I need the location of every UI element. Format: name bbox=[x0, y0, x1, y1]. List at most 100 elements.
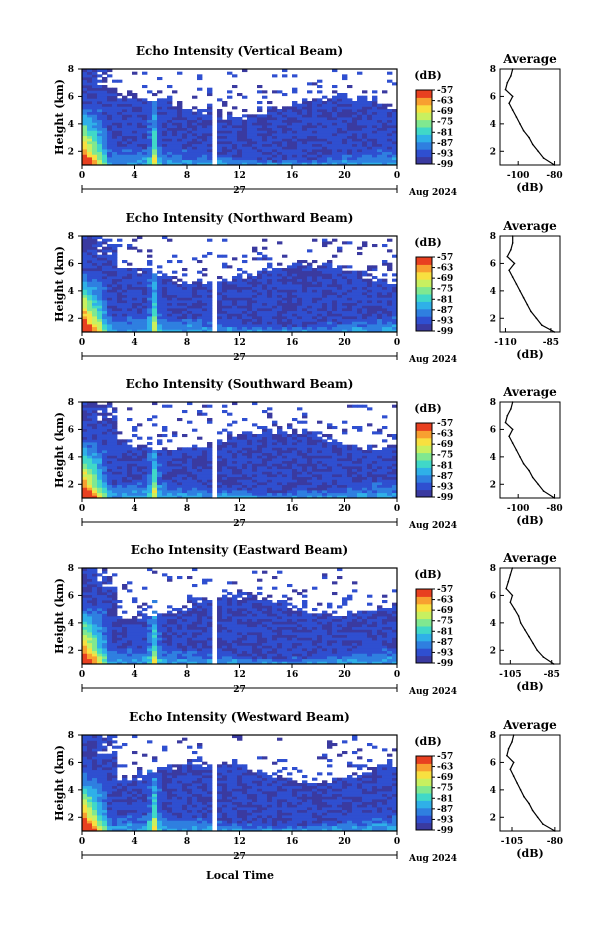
heatmap-cell bbox=[157, 492, 163, 496]
heatmap-cell bbox=[167, 324, 173, 328]
heatmap-cell bbox=[367, 329, 373, 333]
heatmap-cell bbox=[237, 471, 243, 475]
heatmap-cell bbox=[317, 329, 323, 333]
heatmap-cell bbox=[292, 74, 298, 78]
heatmap-cell bbox=[172, 474, 178, 478]
heatmap-cell bbox=[207, 455, 213, 459]
heatmap-cell bbox=[317, 151, 323, 155]
heatmap-cell bbox=[307, 329, 313, 333]
heatmap-cell bbox=[327, 447, 333, 451]
heatmap-cell bbox=[367, 482, 373, 486]
heatmap-cell bbox=[87, 410, 93, 414]
heatmap-cell bbox=[202, 305, 208, 309]
heatmap-cell bbox=[152, 109, 158, 113]
heatmap-cell bbox=[377, 324, 383, 328]
heatmap-cell bbox=[352, 479, 358, 483]
heatmap-cell bbox=[282, 270, 288, 274]
heatmap-cell bbox=[232, 122, 238, 126]
heatmap-cell bbox=[172, 316, 178, 320]
x-tick-label: 0 bbox=[394, 504, 400, 514]
x-tick-label: 16 bbox=[286, 338, 299, 348]
heatmap-cell bbox=[227, 455, 233, 459]
heatmap-cell bbox=[292, 106, 298, 110]
heatmap-cell bbox=[352, 490, 358, 494]
heatmap-cell bbox=[382, 305, 388, 309]
heatmap-cell bbox=[87, 428, 93, 432]
heatmap-cell bbox=[377, 455, 383, 459]
heatmap-cell bbox=[142, 458, 148, 462]
heatmap-cell bbox=[192, 159, 198, 163]
heatmap-cell bbox=[367, 111, 373, 115]
heatmap-cell bbox=[382, 157, 388, 161]
heatmap-cell bbox=[102, 249, 108, 253]
heatmap-cell bbox=[82, 436, 88, 440]
heatmap-cell bbox=[82, 658, 88, 662]
heatmap-cell bbox=[272, 276, 278, 280]
heatmap-cell bbox=[82, 581, 88, 585]
profile-point bbox=[537, 483, 539, 486]
heatmap-cell bbox=[337, 125, 343, 129]
heatmap-cell bbox=[187, 463, 193, 467]
heatmap-cell bbox=[232, 289, 238, 293]
heatmap-cell bbox=[167, 151, 173, 155]
heatmap-cell bbox=[87, 640, 93, 644]
heatmap-cell bbox=[167, 284, 173, 288]
heatmap-cell bbox=[347, 119, 353, 123]
heatmap-cell bbox=[287, 463, 293, 467]
heatmap-cell bbox=[192, 455, 198, 459]
heatmap-cell bbox=[97, 254, 103, 258]
heatmap-cell bbox=[87, 300, 93, 304]
heatmap-cell bbox=[367, 313, 373, 317]
heatmap-cell bbox=[112, 284, 118, 288]
heatmap-cell bbox=[132, 476, 138, 480]
heatmap-cell bbox=[352, 151, 358, 155]
heatmap-cell bbox=[377, 294, 383, 298]
heatmap-cell bbox=[207, 329, 213, 333]
heatmap-cell bbox=[167, 281, 173, 285]
heatmap-cell bbox=[197, 117, 203, 121]
heatmap-cell bbox=[312, 452, 318, 456]
heatmap-cell bbox=[272, 308, 278, 312]
heatmap-cell bbox=[307, 141, 313, 145]
profile-y-tick-label: 2 bbox=[490, 147, 496, 157]
heatmap-cell bbox=[242, 278, 248, 282]
heatmap-cell bbox=[297, 442, 303, 446]
heatmap-cell bbox=[322, 146, 328, 150]
heatmap-cell bbox=[307, 318, 313, 322]
heatmap-cell bbox=[347, 130, 353, 134]
heatmap-cell bbox=[147, 286, 153, 290]
heatmap-cell bbox=[157, 159, 163, 163]
heatmap-cell bbox=[217, 143, 223, 147]
heatmap-cell bbox=[282, 431, 288, 435]
heatmap-cell bbox=[352, 273, 358, 277]
heatmap-cell bbox=[122, 143, 128, 147]
heatmap-cell bbox=[197, 151, 203, 155]
heatmap-cell bbox=[287, 495, 293, 499]
heatmap-cell bbox=[307, 442, 313, 446]
heatmap-cell bbox=[287, 109, 293, 113]
heatmap-cell bbox=[367, 117, 373, 121]
heatmap-cell bbox=[257, 252, 263, 256]
heatmap-cell bbox=[177, 490, 183, 494]
heatmap-cell bbox=[92, 278, 98, 282]
heatmap-cell bbox=[227, 423, 233, 427]
heatmap-cell bbox=[382, 111, 388, 115]
day-label: 27 bbox=[233, 353, 246, 363]
heatmap-cell bbox=[167, 98, 173, 102]
heatmap-cell bbox=[87, 482, 93, 486]
heatmap-cell bbox=[202, 130, 208, 134]
heatmap-cell bbox=[137, 495, 143, 499]
heatmap-cell bbox=[252, 447, 258, 451]
heatmap-cell bbox=[147, 146, 153, 150]
heatmap-cell bbox=[142, 308, 148, 312]
heatmap-cell bbox=[252, 495, 258, 499]
heatmap-cell bbox=[327, 479, 333, 483]
heatmap-cell bbox=[282, 106, 288, 110]
heatmap-cell bbox=[117, 117, 123, 121]
heatmap-cell bbox=[202, 133, 208, 137]
heatmap-cell bbox=[87, 69, 93, 73]
heatmap-cell bbox=[342, 308, 348, 312]
heatmap-cell bbox=[127, 487, 133, 491]
heatmap-cell bbox=[292, 450, 298, 454]
heatmap-cell bbox=[87, 159, 93, 163]
